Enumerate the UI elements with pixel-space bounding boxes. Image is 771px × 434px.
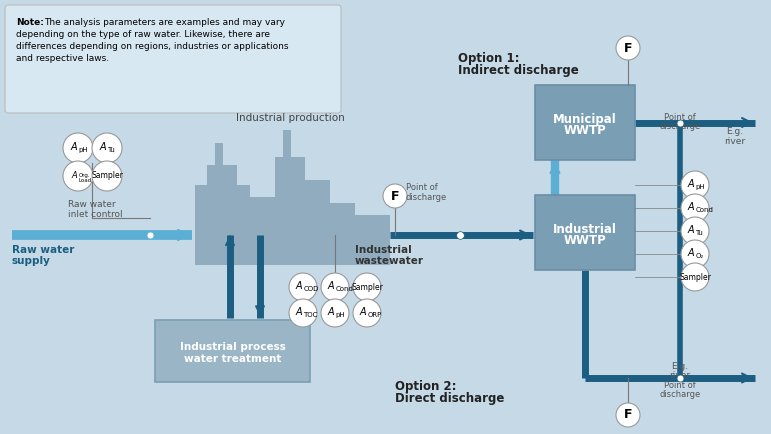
Text: Cond: Cond [695, 207, 713, 213]
Text: river: river [725, 137, 746, 145]
Circle shape [63, 161, 93, 191]
Text: ORP: ORP [368, 312, 382, 318]
FancyBboxPatch shape [155, 320, 310, 382]
Text: Industrial: Industrial [355, 245, 412, 255]
Text: A: A [99, 142, 106, 152]
Text: Sampler: Sampler [351, 283, 383, 292]
Text: Raw water: Raw water [12, 245, 74, 255]
Text: Org.
Load: Org. Load [79, 173, 92, 184]
Text: pH: pH [79, 147, 88, 153]
Text: Direct discharge: Direct discharge [395, 392, 504, 405]
Text: Point of: Point of [664, 113, 696, 122]
Circle shape [321, 273, 349, 301]
Circle shape [92, 161, 122, 191]
Text: F: F [624, 408, 632, 421]
Circle shape [353, 299, 381, 327]
Circle shape [681, 263, 709, 291]
Circle shape [63, 133, 93, 163]
Text: A: A [359, 307, 366, 317]
Text: Option 1:: Option 1: [458, 52, 520, 65]
Text: pH: pH [695, 184, 705, 190]
Text: pH: pH [335, 312, 345, 318]
Text: WWTP: WWTP [564, 124, 606, 137]
Text: E.g.: E.g. [672, 362, 689, 371]
Text: discharge: discharge [406, 193, 447, 201]
Text: discharge: discharge [659, 122, 701, 131]
Text: Point of: Point of [406, 184, 438, 193]
Text: A: A [688, 248, 694, 258]
Circle shape [383, 184, 407, 208]
Text: A: A [328, 307, 334, 317]
Text: Industrial: Industrial [553, 223, 617, 236]
Text: Option 2:: Option 2: [395, 380, 456, 393]
Text: Industrial process: Industrial process [180, 342, 285, 352]
Polygon shape [195, 130, 390, 265]
Text: Sampler: Sampler [91, 171, 123, 181]
Text: E.g.: E.g. [726, 128, 743, 137]
Text: A: A [328, 281, 334, 291]
Text: F: F [624, 42, 632, 55]
Text: river: river [669, 371, 691, 380]
Text: TOC: TOC [304, 312, 318, 318]
Text: F: F [391, 190, 399, 203]
Text: Indirect discharge: Indirect discharge [458, 64, 579, 77]
Circle shape [681, 240, 709, 268]
Text: and respective laws.: and respective laws. [16, 54, 109, 63]
Text: wastewater: wastewater [355, 256, 424, 266]
Text: Raw water: Raw water [68, 200, 116, 209]
Text: WWTP: WWTP [564, 234, 606, 247]
Text: A: A [688, 225, 694, 235]
Text: differences depending on regions, industries or applications: differences depending on regions, indust… [16, 42, 288, 51]
Circle shape [616, 403, 640, 427]
Circle shape [289, 273, 317, 301]
Text: A: A [295, 281, 302, 291]
Circle shape [616, 36, 640, 60]
Text: A: A [70, 142, 77, 152]
Circle shape [289, 299, 317, 327]
Text: Note:: Note: [16, 18, 44, 27]
Circle shape [321, 299, 349, 327]
Circle shape [353, 273, 381, 301]
Text: Tu: Tu [107, 147, 115, 153]
Text: A: A [71, 171, 77, 180]
Text: The analysis parameters are examples and may vary: The analysis parameters are examples and… [44, 18, 285, 27]
Text: Cond: Cond [335, 286, 353, 292]
Text: inlet control: inlet control [68, 210, 123, 219]
Text: Point of: Point of [664, 381, 696, 390]
FancyBboxPatch shape [535, 195, 635, 270]
FancyBboxPatch shape [5, 5, 341, 113]
Text: Sampler: Sampler [679, 273, 711, 282]
Circle shape [681, 194, 709, 222]
Text: supply: supply [12, 256, 51, 266]
Circle shape [681, 217, 709, 245]
Text: Industrial production: Industrial production [236, 113, 345, 123]
Text: O₂: O₂ [695, 253, 704, 259]
Text: depending on the type of raw water. Likewise, there are: depending on the type of raw water. Like… [16, 30, 270, 39]
Text: COD: COD [304, 286, 319, 292]
Text: A: A [295, 307, 302, 317]
Text: A: A [688, 179, 694, 189]
Text: discharge: discharge [659, 390, 701, 399]
Text: water treatment: water treatment [183, 354, 281, 364]
Text: A: A [688, 202, 694, 212]
Text: Municipal: Municipal [553, 113, 617, 126]
FancyBboxPatch shape [535, 85, 635, 160]
Circle shape [681, 171, 709, 199]
Text: Tu: Tu [695, 230, 703, 236]
Circle shape [92, 133, 122, 163]
